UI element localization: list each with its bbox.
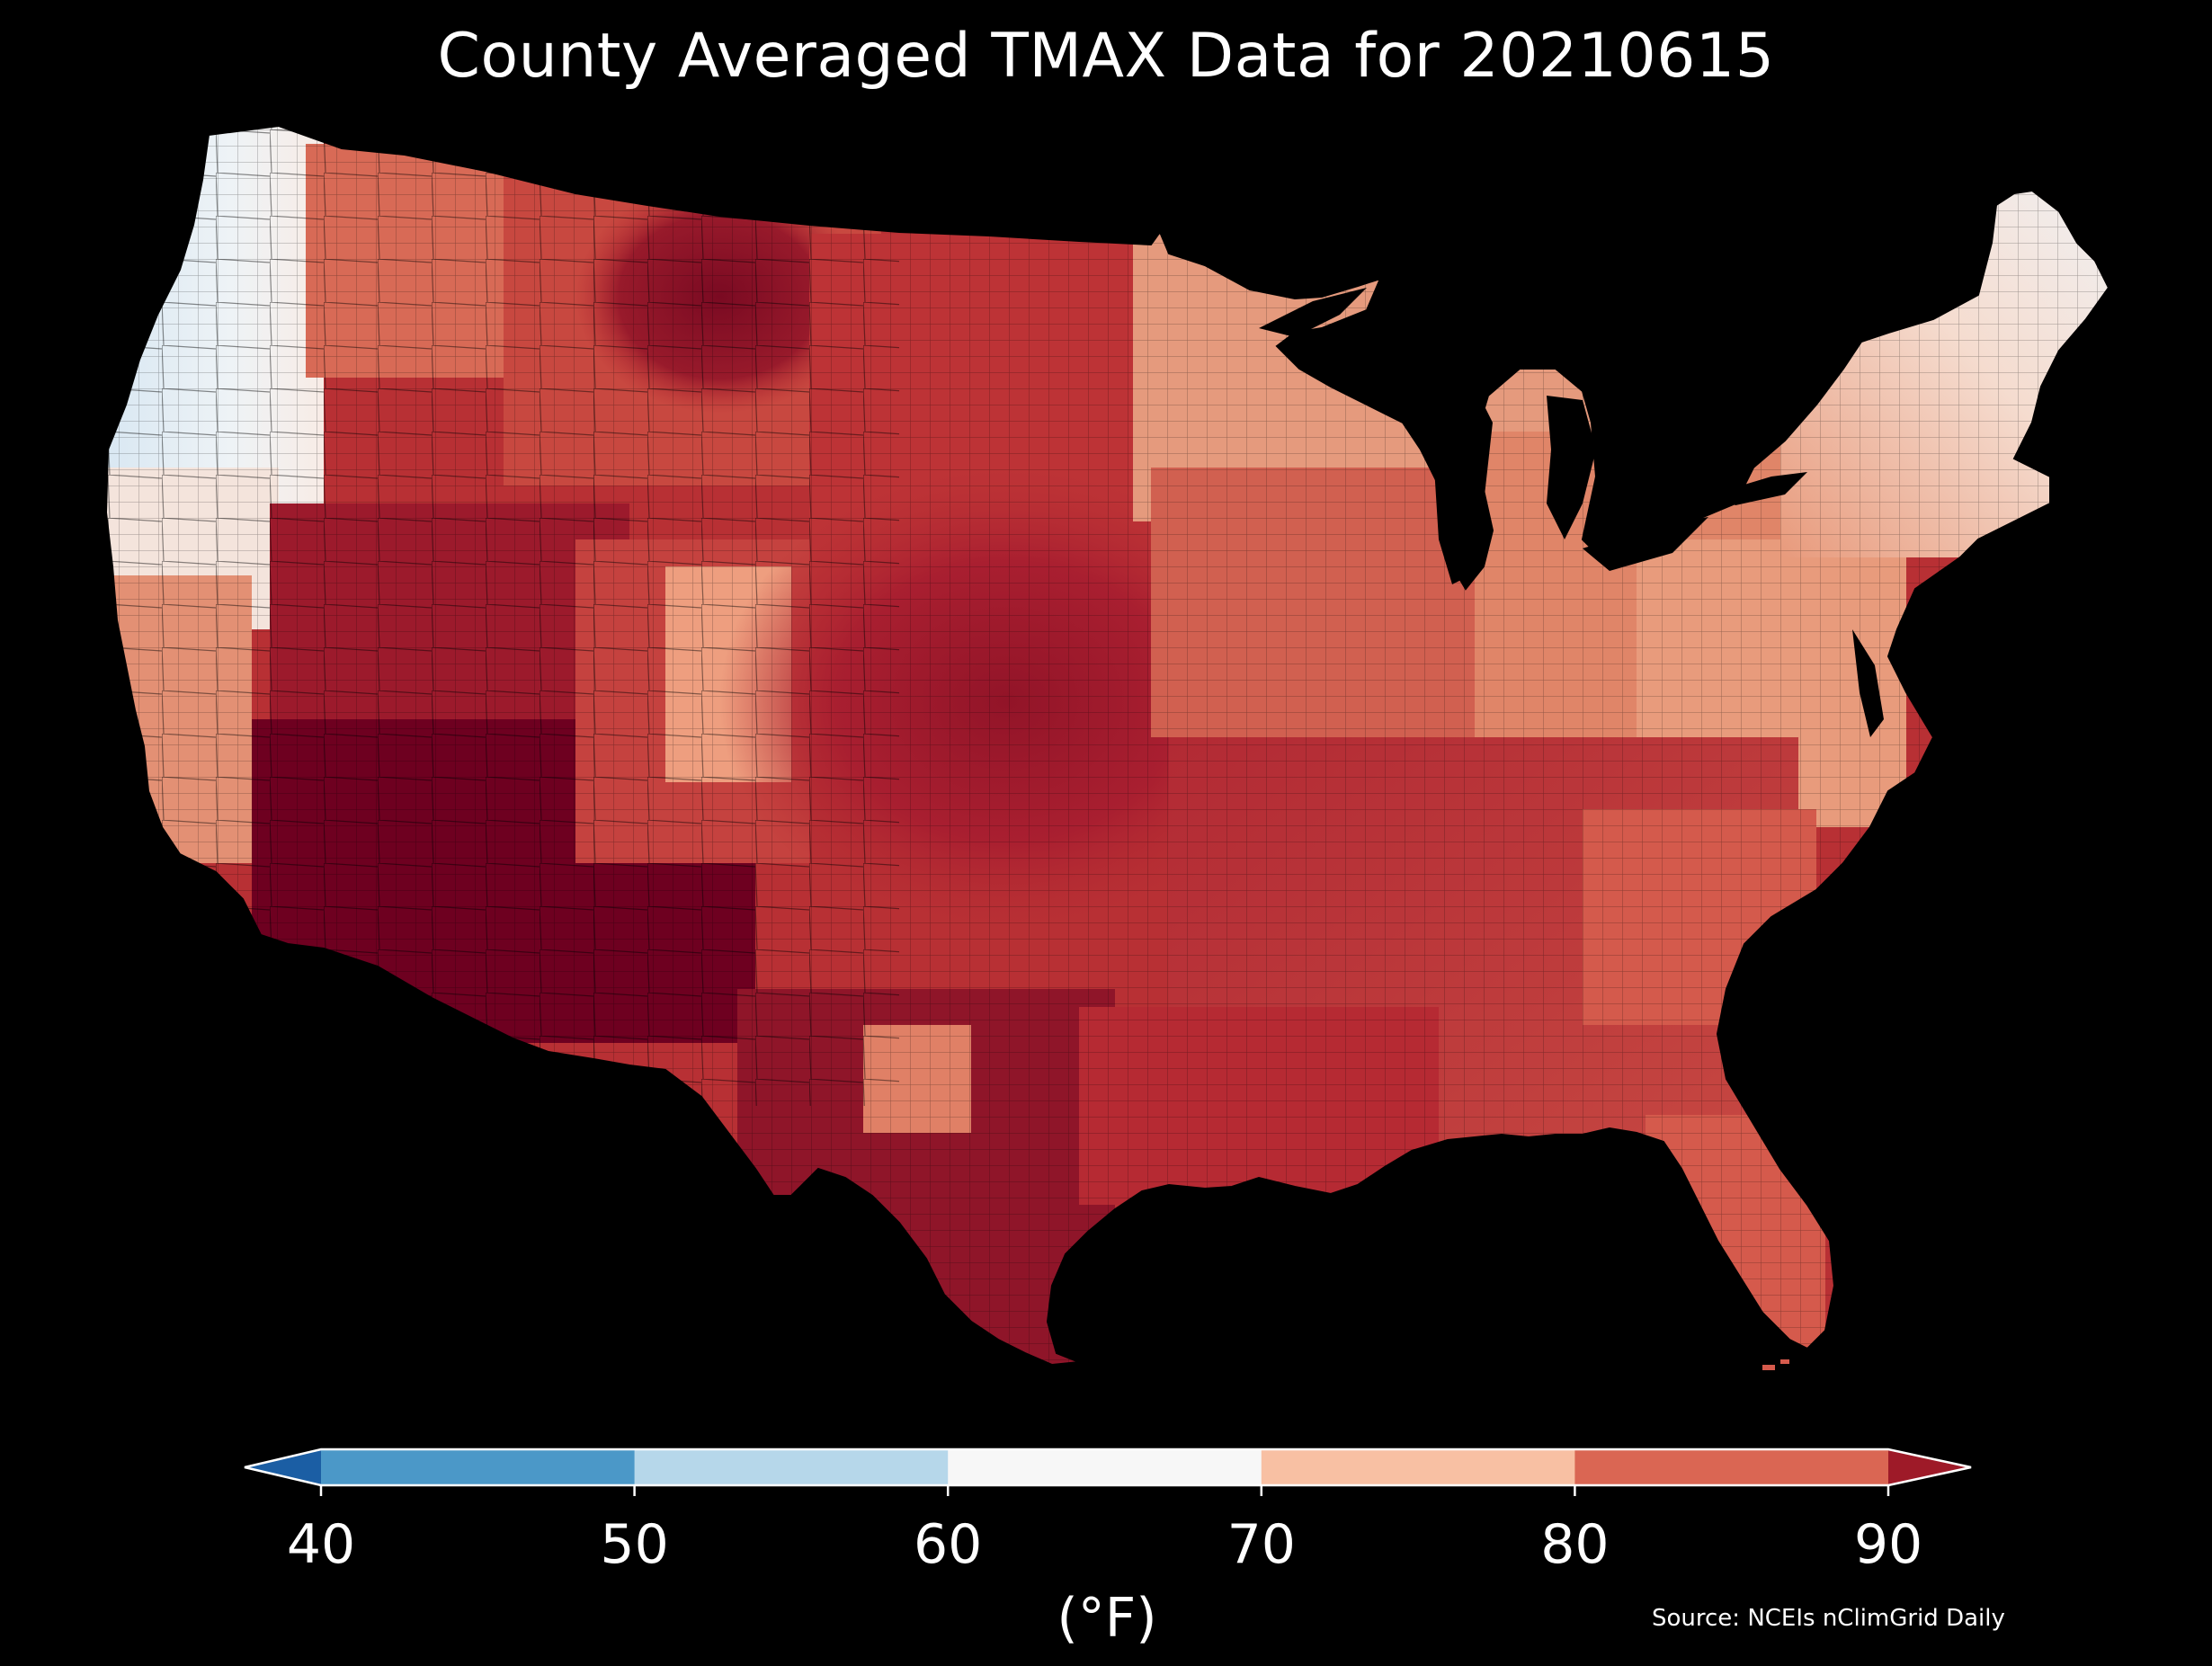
lake-huron (1547, 396, 1596, 539)
colorbar-segment (948, 1449, 1262, 1485)
colorbar-segments (245, 1449, 1971, 1485)
colorbar-extension-low (245, 1449, 321, 1485)
lake-ontario (1717, 472, 1807, 505)
colorbar-tick-label: 40 (286, 1513, 356, 1576)
colorbar-extension-high (1888, 1449, 1971, 1485)
colorbar-segment (1574, 1449, 1889, 1485)
lake-erie (1583, 517, 1708, 571)
colorbar-tick-label: 60 (914, 1513, 983, 1576)
colorbar (244, 1448, 1972, 1496)
great-lakes (1259, 288, 1884, 737)
map-regions (106, 126, 2109, 1365)
colorbar-unit-label: (°F) (1057, 1587, 1157, 1650)
lake-michigan (1434, 387, 1493, 584)
colorbar-segment (1261, 1449, 1575, 1485)
county-boundaries-west (106, 126, 899, 1106)
colorbar-tick-label: 50 (600, 1513, 669, 1576)
chesapeake-bay (1852, 629, 1884, 737)
colorbar-outline (244, 1448, 1972, 1487)
colorbar-segment (634, 1449, 949, 1485)
source-credit: Source: NCEIs nClimGrid Daily (1652, 1605, 2005, 1632)
colorbar-tick-label: 90 (1853, 1513, 1923, 1576)
colorbar-tick-label: 70 (1226, 1513, 1296, 1576)
colorbar-tick-label: 80 (1540, 1513, 1610, 1576)
map-title: County Averaged TMAX Data for 20210615 (437, 21, 1775, 92)
colorbar-ticks (319, 1485, 1890, 1496)
florida-keys (1762, 1359, 1789, 1370)
colorbar-segment (321, 1449, 636, 1485)
county-temperature-map (105, 125, 2109, 1370)
lake-superior (1259, 288, 1367, 337)
